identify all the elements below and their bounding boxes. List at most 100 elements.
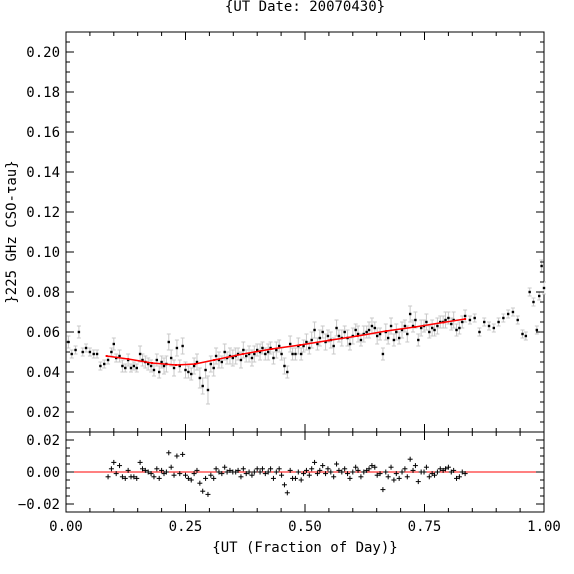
y-tick-label: 0.10 [26, 245, 60, 261]
residual-point [105, 474, 111, 480]
data-point [302, 344, 305, 348]
residual-point [148, 471, 154, 477]
residual-point [437, 466, 443, 472]
data-point [395, 330, 398, 334]
residual-point [137, 459, 143, 465]
data-point [348, 342, 352, 346]
residual-point [434, 469, 440, 475]
x-tick-label: 0.75 [408, 519, 442, 535]
residual-point [292, 475, 298, 481]
residual-point [391, 477, 397, 483]
residual-point [355, 467, 361, 473]
data-point [487, 324, 491, 328]
data-point [223, 350, 226, 354]
data-point [132, 364, 136, 368]
data-point [408, 312, 412, 316]
residual-point [216, 469, 222, 475]
data-point [103, 362, 106, 366]
data-point [305, 340, 308, 344]
residual-point [353, 464, 359, 470]
fit-point [464, 318, 467, 320]
data-point [511, 310, 515, 314]
fit-point [413, 326, 416, 328]
data-point [172, 366, 176, 370]
residual-point [222, 464, 228, 470]
residual-point [301, 471, 307, 477]
data-point [201, 384, 204, 388]
data-point [532, 300, 535, 304]
residual-point [134, 475, 140, 481]
data-point [118, 354, 121, 358]
data-point [175, 346, 179, 350]
residual-point [320, 463, 326, 469]
data-point [261, 346, 264, 350]
residual-point [235, 467, 241, 473]
data-point [538, 294, 541, 298]
fit-point [356, 335, 359, 337]
fit-point [105, 355, 108, 357]
data-point [310, 338, 313, 342]
data-point [160, 360, 163, 364]
residual-point [227, 467, 233, 473]
data-point [362, 332, 365, 336]
data-point [367, 328, 371, 332]
data-point [400, 328, 404, 332]
data-point [332, 344, 335, 348]
data-point [286, 370, 289, 374]
residual-point [171, 472, 177, 478]
data-point [245, 354, 248, 358]
residual-point [219, 471, 225, 477]
residual-point [459, 469, 465, 475]
data-point [124, 366, 127, 370]
data-point [152, 368, 156, 372]
residual-point [166, 450, 172, 456]
data-point [343, 330, 346, 334]
residual-tick-label: 0.00 [26, 465, 60, 481]
residual-point [432, 472, 438, 478]
data-point [458, 326, 461, 330]
data-point [502, 316, 505, 320]
residual-point [369, 463, 375, 469]
residual-point [154, 466, 160, 472]
chart-title: {UT Date: 20070430} [225, 0, 385, 15]
data-point [81, 350, 84, 354]
residual-point [262, 471, 268, 477]
residual-point [306, 472, 312, 478]
data-point [433, 328, 436, 332]
data-point [266, 350, 270, 354]
y-axis-label: }225 GHz CSO-τau} [4, 160, 20, 303]
data-point [121, 364, 124, 368]
fit-point [270, 348, 273, 350]
data-point [521, 332, 524, 336]
residual-point [273, 469, 279, 475]
residual-point [159, 467, 165, 473]
data-point [256, 348, 259, 352]
data-point [450, 322, 453, 326]
data-point [365, 330, 368, 334]
residual-point [268, 466, 274, 472]
data-point [299, 352, 303, 356]
data-point [167, 340, 170, 344]
residual-point [462, 471, 468, 477]
data-point [478, 330, 481, 334]
residual-point [426, 474, 432, 480]
residual-point [122, 475, 128, 481]
residual-point [421, 469, 427, 475]
main-points [67, 264, 546, 392]
residual-point [325, 466, 331, 472]
fit-point [241, 353, 244, 355]
residual-point [131, 474, 137, 480]
data-point [436, 324, 439, 328]
data-point [169, 356, 173, 360]
residual-point [309, 466, 315, 472]
residual-point [197, 480, 203, 486]
data-point [141, 358, 144, 362]
data-point [492, 326, 496, 330]
residual-point [125, 467, 131, 473]
residual-point [331, 474, 337, 480]
data-point [275, 348, 278, 352]
residual-point [208, 472, 214, 478]
residual-point [399, 469, 405, 475]
residual-point [347, 475, 353, 481]
data-point [88, 350, 92, 354]
